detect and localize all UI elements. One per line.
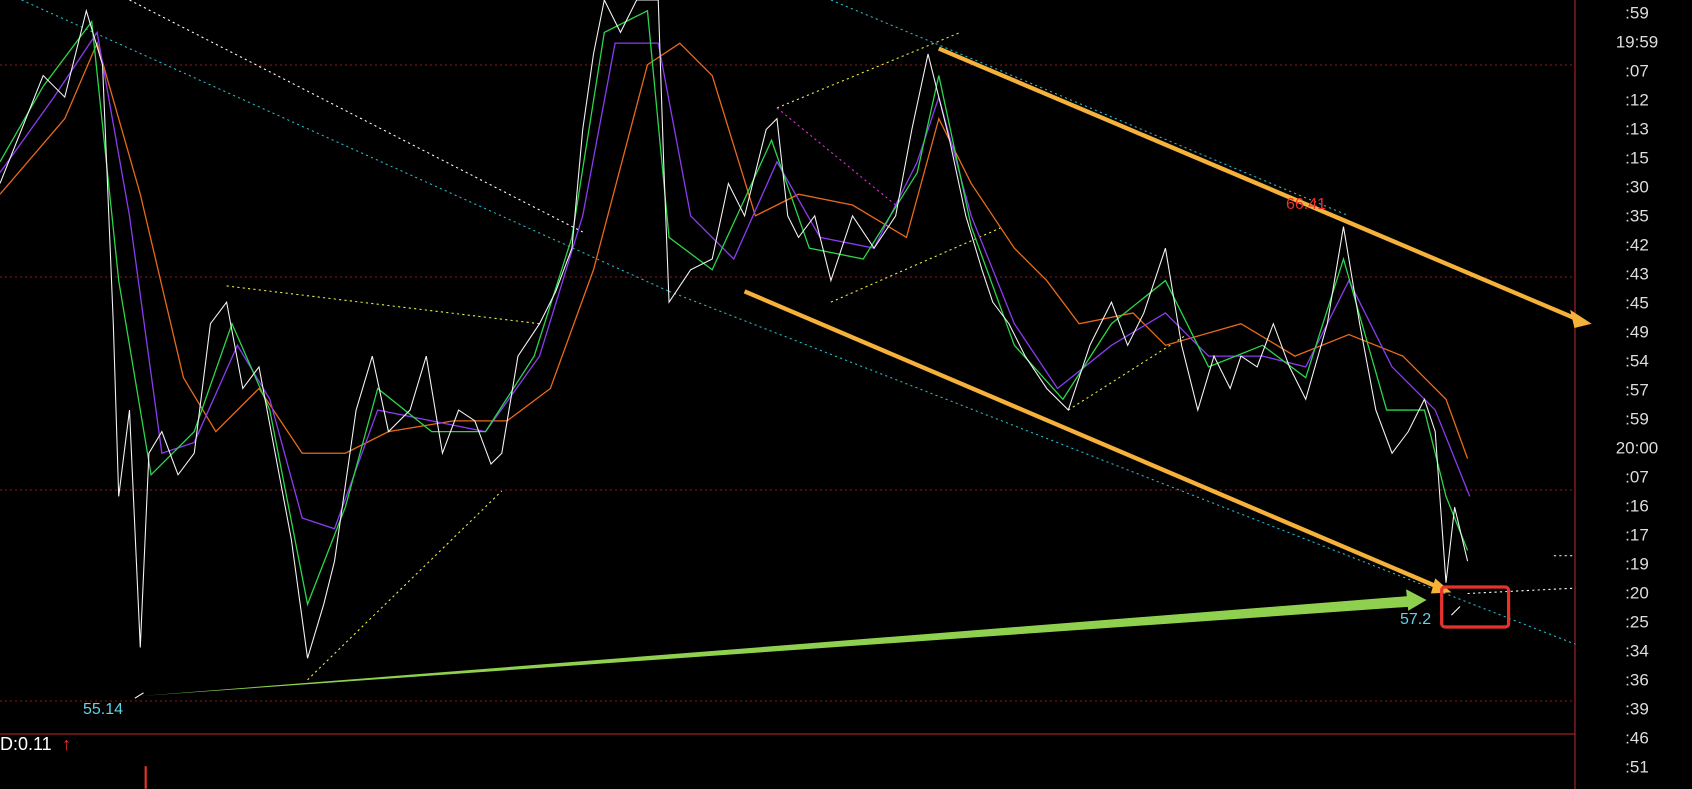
trend-line bbox=[226, 285, 540, 325]
axis-label: :25 bbox=[1625, 612, 1649, 631]
trend-line bbox=[129, 0, 583, 233]
axis-label: :36 bbox=[1625, 670, 1649, 689]
trend-line bbox=[776, 31, 961, 109]
axis-label: :15 bbox=[1625, 148, 1649, 167]
axis-label: :20 bbox=[1625, 583, 1649, 602]
arrowhead bbox=[1570, 309, 1592, 329]
axis-label: :49 bbox=[1625, 322, 1649, 341]
low-label: 55.14 bbox=[83, 701, 123, 718]
axis-label: :13 bbox=[1625, 119, 1649, 138]
trend-line bbox=[830, 226, 1004, 303]
axis-label: :30 bbox=[1625, 177, 1649, 196]
axis-label: :54 bbox=[1625, 351, 1649, 370]
axis-label: :12 bbox=[1625, 90, 1649, 109]
right-axis: :59 19:59 :07 :12 :13 :15 :30 :35 :42 :43 :45 :49 :5… bbox=[1616, 3, 1659, 776]
indicator-arrow: ↑ bbox=[62, 734, 71, 754]
arrowhead bbox=[1406, 589, 1427, 611]
axis-label: :59 bbox=[1625, 409, 1649, 428]
arrow-line bbox=[937, 46, 1579, 322]
trend-line bbox=[776, 107, 896, 206]
price-plot bbox=[0, 0, 1592, 789]
marker bbox=[134, 692, 144, 699]
arrow-line bbox=[743, 289, 1442, 591]
axis-label: :19 bbox=[1625, 554, 1649, 573]
axis-label: :34 bbox=[1625, 641, 1649, 660]
axis-label: :39 bbox=[1625, 699, 1649, 718]
axis-label: :17 bbox=[1625, 525, 1649, 544]
axis-label: :07 bbox=[1625, 467, 1649, 486]
moving-average bbox=[0, 41, 1469, 459]
axis-label: :07 bbox=[1625, 61, 1649, 80]
price-line bbox=[0, 0, 1469, 659]
highlight-box bbox=[1440, 585, 1511, 629]
arrowhead bbox=[1430, 578, 1452, 594]
moving-average bbox=[0, 30, 1471, 530]
moving-average bbox=[0, 9, 1469, 607]
axis-label: :57 bbox=[1625, 380, 1649, 399]
axis-label: :45 bbox=[1625, 293, 1649, 312]
indicator-label: D:0.11 bbox=[0, 734, 52, 754]
trend-line bbox=[1068, 334, 1188, 411]
axis-label: :35 bbox=[1625, 206, 1649, 225]
trend-line bbox=[830, 0, 1350, 217]
marker bbox=[1451, 606, 1461, 616]
axis-label: :43 bbox=[1625, 264, 1649, 283]
axis-label: :46 bbox=[1625, 728, 1649, 747]
high-label: 66.41 bbox=[1286, 196, 1326, 213]
axis-label: 19:59 bbox=[1616, 32, 1659, 51]
axis-label: :51 bbox=[1625, 757, 1649, 776]
axis-label: :42 bbox=[1625, 235, 1649, 254]
axis-label: 20:00 bbox=[1616, 438, 1659, 457]
axis-label: :16 bbox=[1625, 496, 1649, 515]
trend-line bbox=[307, 490, 503, 681]
arrow-line bbox=[140, 595, 1414, 697]
current-label: 57.2 bbox=[1400, 611, 1431, 628]
trend-line bbox=[1467, 587, 1576, 595]
axis-label: :59 bbox=[1625, 3, 1649, 22]
trend-line bbox=[668, 290, 1576, 645]
